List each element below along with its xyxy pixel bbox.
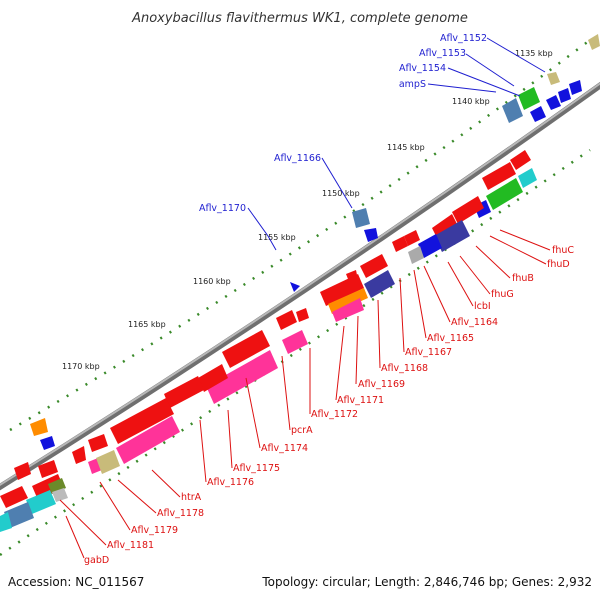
gene-r14[interactable] — [14, 462, 31, 480]
gene-r9[interactable] — [198, 364, 228, 392]
label-aflv-1176[interactable]: Aflv_1176 — [207, 477, 254, 488]
gene-r16[interactable] — [32, 474, 64, 500]
gene-aflv-1178[interactable] — [116, 416, 180, 464]
label-fhuG[interactable]: fhuG — [491, 289, 514, 300]
reverse-leader-lines — [59, 229, 551, 559]
gene-r7[interactable] — [276, 310, 297, 330]
gene-aflv-1164[interactable] — [418, 234, 442, 258]
label-aflv-1171[interactable]: Aflv_1171 — [337, 395, 384, 406]
label-aflv-1167[interactable]: Aflv_1167 — [405, 347, 452, 358]
gene-r5[interactable] — [404, 230, 420, 246]
label-aflv-1172[interactable]: Aflv_1172 — [311, 409, 358, 420]
gene-ampS[interactable] — [530, 106, 546, 122]
tick-1165: 1165 kbp — [128, 320, 166, 329]
label-aflv-1169[interactable]: Aflv_1169 — [358, 379, 405, 390]
map-title: Anoxybacillus flavithermus WK1, complete… — [131, 11, 468, 26]
inner-tick-track — [0, 148, 591, 557]
gene-aflv-1166[interactable] — [352, 208, 370, 228]
gene-aflv-1166b[interactable] — [364, 228, 378, 242]
gene-aflv-1179[interactable] — [96, 450, 120, 474]
gene-r19[interactable] — [0, 512, 12, 532]
label-aflv-1164[interactable]: Aflv_1164 — [451, 317, 498, 328]
genome-backbone-highlight — [0, 82, 600, 487]
gene-aflv-1165[interactable] — [408, 246, 424, 264]
gene-fwd-orange[interactable] — [30, 418, 48, 436]
label-fhuD[interactable]: fhuD — [547, 259, 570, 270]
gene-aflv-1153[interactable] — [502, 98, 523, 123]
gene-fwd-c[interactable] — [569, 80, 582, 95]
accession-text: Accession: NC_011567 — [8, 575, 144, 589]
gene-aflv-1169[interactable] — [320, 274, 364, 306]
label-aflv-1170[interactable]: Aflv_1170 — [199, 203, 246, 214]
tick-1155: 1155 kbp — [258, 233, 296, 242]
gene-fhuC[interactable] — [482, 162, 516, 190]
label-aflv-1165[interactable]: Aflv_1165 — [427, 333, 474, 344]
gene-r15[interactable] — [38, 460, 58, 478]
reverse-labels: fhuC fhuD fhuB fhuG lcbI Aflv_1164 Aflv_… — [84, 245, 574, 566]
gene-r4[interactable] — [392, 236, 408, 252]
gene-pcrA[interactable] — [282, 330, 308, 354]
gene-r10[interactable] — [88, 434, 108, 452]
gene-fhuD[interactable] — [518, 168, 537, 188]
label-aflv-1152[interactable]: Aflv_1152 — [440, 33, 487, 44]
label-lcbI[interactable]: lcbI — [474, 301, 491, 312]
label-fhuB[interactable]: fhuB — [512, 273, 534, 284]
label-aflv-1168[interactable]: Aflv_1168 — [381, 363, 428, 374]
gene-htrA[interactable] — [110, 398, 174, 444]
gene-aflv-1174[interactable] — [222, 330, 270, 368]
tick-1170: 1170 kbp — [62, 362, 100, 371]
gene-fwd-b[interactable] — [558, 88, 571, 103]
tick-1150: 1150 kbp — [322, 189, 360, 198]
label-aflv-1154[interactable]: Aflv_1154 — [399, 63, 446, 74]
topology-text: Topology: circular; Length: 2,846,746 bp… — [261, 575, 592, 589]
gene-r18[interactable] — [52, 488, 68, 502]
gene-r17[interactable] — [48, 478, 66, 494]
label-aflv-1175[interactable]: Aflv_1175 — [233, 463, 280, 474]
gene-r1[interactable] — [510, 150, 531, 170]
gene-gabD[interactable] — [4, 502, 34, 528]
gene-aflv-1175[interactable] — [206, 350, 278, 404]
gene-fhuB[interactable] — [486, 178, 523, 210]
label-fhuC[interactable]: fhuC — [552, 245, 574, 256]
tick-1145: 1145 kbp — [387, 143, 425, 152]
gene-aflv-1181[interactable] — [26, 490, 56, 514]
label-aflv-1179[interactable]: Aflv_1179 — [131, 525, 178, 536]
gene-r13[interactable] — [0, 486, 28, 508]
label-aflv-1174[interactable]: Aflv_1174 — [261, 443, 308, 454]
gene-fwd-blue[interactable] — [40, 436, 55, 450]
gene-aflv-1154[interactable] — [518, 87, 540, 110]
gene-aflv-1170[interactable] — [290, 282, 300, 292]
gene-aflv-1171[interactable] — [328, 288, 368, 314]
gene-r11[interactable] — [72, 446, 86, 464]
gene-aflv-1176[interactable] — [164, 376, 204, 408]
label-aflv-1181[interactable]: Aflv_1181 — [107, 540, 154, 551]
forward-leader-lines — [247, 37, 546, 251]
tick-1160: 1160 kbp — [193, 277, 231, 286]
tick-1135: 1135 kbp — [515, 49, 553, 58]
label-aflv-1178[interactable]: Aflv_1178 — [157, 508, 204, 519]
label-aflv-1153[interactable]: Aflv_1153 — [419, 48, 466, 59]
label-ampS[interactable]: ampS — [399, 79, 426, 90]
gene-fwd-edge[interactable] — [588, 34, 600, 50]
forward-labels: Aflv_1152 Aflv_1153 Aflv_1154 ampS Aflv_… — [199, 33, 487, 214]
tick-1140: 1140 kbp — [452, 97, 490, 106]
gene-aflv-1172[interactable] — [332, 298, 364, 322]
forward-strand-genes — [30, 34, 600, 450]
gene-r2[interactable] — [452, 196, 484, 224]
label-gabD[interactable]: gabD — [84, 555, 109, 566]
gene-aflv-1152[interactable] — [547, 72, 560, 85]
label-pcrA[interactable]: pcrA — [291, 425, 313, 436]
genome-backbone — [0, 81, 600, 491]
outer-tick-track — [9, 39, 591, 432]
gene-lcbI[interactable] — [434, 220, 470, 252]
gene-aflv-1167[interactable] — [360, 254, 388, 278]
label-aflv-1166[interactable]: Aflv_1166 — [274, 153, 321, 164]
gene-aflv-1168[interactable] — [364, 270, 395, 298]
gene-fwd-a[interactable] — [546, 95, 561, 110]
reverse-strand-genes — [0, 150, 537, 532]
gene-r8[interactable] — [296, 308, 309, 322]
label-htrA[interactable]: htrA — [181, 492, 202, 503]
